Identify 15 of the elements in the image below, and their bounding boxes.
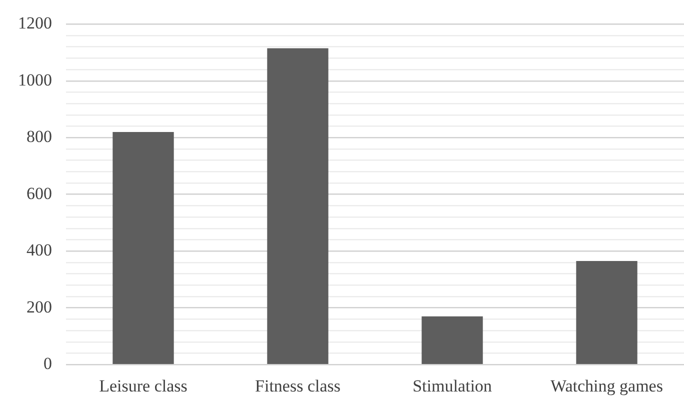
x-tick-label: Stimulation [412,376,492,396]
y-tick-label: 200 [26,297,52,316]
y-tick-label: 600 [26,184,52,203]
y-tick-label: 1200 [18,14,52,33]
y-tick-label: 800 [26,127,52,146]
y-tick-label: 1000 [18,70,52,90]
y-tick-label: 0 [44,354,52,374]
x-tick-label: Watching games [550,376,663,396]
bar [112,132,174,364]
y-tick-label: 400 [26,240,52,260]
x-tick-label: Leisure class [99,376,188,396]
x-tick-label: Fitness class [255,376,340,396]
bar [422,316,483,364]
bar [576,261,638,364]
bar [267,48,328,364]
